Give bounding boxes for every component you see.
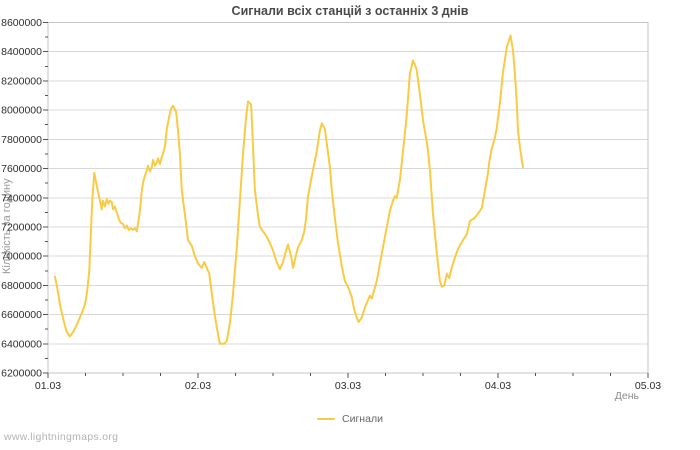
chart-title: Сигнали всіх станцій з останніх 3 днів <box>231 4 469 18</box>
y-tick-label: 6800000 <box>1 280 42 292</box>
x-tick-label: 02.03 <box>185 380 211 392</box>
x-tick-label: 01.03 <box>35 380 61 392</box>
y-tick-label: 7600000 <box>1 163 42 175</box>
y-tick-label: 7400000 <box>1 192 42 204</box>
legend-line-sample-icon <box>317 418 336 420</box>
x-axis-title: День <box>614 390 639 402</box>
x-tick-label: 04.03 <box>485 380 511 392</box>
y-tick-label: 6400000 <box>1 338 42 350</box>
y-tick-label: 7000000 <box>1 251 42 263</box>
legend-label: Сигнали <box>342 413 383 425</box>
y-tick-label: 8000000 <box>1 105 42 117</box>
y-tick-label: 8200000 <box>1 75 42 87</box>
x-tick-label: 05.03 <box>635 380 661 392</box>
y-tick-label: 7200000 <box>1 221 42 233</box>
y-tick-label: 8400000 <box>1 46 42 58</box>
watermark-link[interactable]: www.lightningmaps.org <box>4 431 119 443</box>
y-tick-label: 6600000 <box>1 309 42 321</box>
gridlines <box>48 51 648 345</box>
y-tick-label: 6200000 <box>1 368 42 380</box>
legend-item-signals[interactable]: Сигнали <box>0 413 700 425</box>
x-tick-label: 03.03 <box>335 380 361 392</box>
series-line-signals <box>53 34 524 345</box>
y-tick-label: 7800000 <box>1 134 42 146</box>
y-tick-label: 8600000 <box>1 17 42 29</box>
tick-marks <box>43 22 649 378</box>
tick-labels: 6200000 6400000 6600000 6800000 7000000 72000… <box>1 17 661 392</box>
